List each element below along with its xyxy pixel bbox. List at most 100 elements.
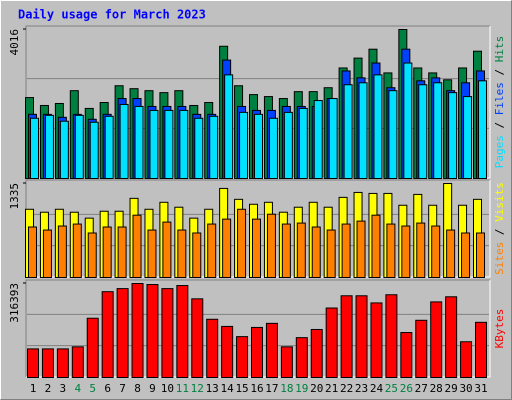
- bar: [298, 107, 308, 179]
- bar: [251, 326, 263, 379]
- bar: [355, 295, 368, 378]
- bar: [445, 296, 458, 378]
- bar: [30, 117, 39, 179]
- bar: [86, 317, 99, 379]
- bar: [57, 225, 67, 278]
- x-tick-label: 2: [45, 382, 52, 395]
- bar: [388, 90, 398, 179]
- bar: [207, 223, 217, 278]
- bar: [430, 301, 443, 378]
- bar: [373, 74, 383, 179]
- bar: [252, 218, 261, 278]
- x-tick-label: 26: [400, 382, 413, 395]
- bar: [221, 325, 234, 378]
- bar: [28, 226, 37, 278]
- bar: [371, 214, 381, 278]
- bar: [134, 105, 144, 179]
- bar: [104, 115, 114, 179]
- bar: [265, 322, 278, 379]
- bar: [222, 218, 232, 278]
- x-tick-label: 19: [295, 382, 308, 395]
- bar: [89, 121, 99, 179]
- y-tick-label: 316393: [8, 283, 21, 323]
- x-tick-label: 10: [161, 382, 174, 395]
- bar: [311, 226, 321, 278]
- bar: [416, 222, 426, 278]
- bar: [191, 298, 204, 378]
- bar: [268, 117, 278, 179]
- x-tick-label: 29: [445, 382, 458, 395]
- x-tick-label: 5: [89, 382, 96, 395]
- bar: [116, 288, 129, 379]
- bar: [42, 229, 52, 279]
- bar: [206, 318, 219, 378]
- bar: [239, 111, 249, 179]
- bar: [370, 302, 383, 378]
- x-tick-label: 4: [74, 382, 81, 395]
- bar: [71, 346, 84, 378]
- y-tick-label: 4016: [8, 29, 21, 56]
- bar: [385, 294, 398, 379]
- x-tick-label: 1: [30, 382, 37, 395]
- chart-title: Daily usage for March 2023: [18, 8, 206, 22]
- x-tick-label: 17: [265, 382, 278, 395]
- bar: [224, 74, 234, 179]
- x-tick-label: 31: [474, 382, 487, 395]
- bar: [101, 291, 114, 378]
- x-tick-label: 28: [430, 382, 443, 395]
- bar: [176, 285, 189, 378]
- bar: [254, 113, 263, 179]
- x-tick-label: 25: [385, 382, 398, 395]
- bar: [209, 115, 219, 179]
- bar: [56, 348, 69, 378]
- bar: [340, 295, 353, 378]
- x-tick-label: 21: [325, 382, 338, 395]
- bar: [358, 82, 368, 179]
- legend-separator: /: [493, 222, 506, 242]
- x-tick-label: 20: [310, 382, 323, 395]
- bar: [74, 114, 84, 179]
- x-tick-label: 22: [340, 382, 353, 395]
- legend: KBytes: [493, 309, 506, 349]
- legend-entry: Sites: [493, 242, 506, 275]
- bar: [280, 346, 293, 378]
- bar: [418, 84, 428, 179]
- bar: [283, 111, 293, 179]
- bar: [433, 82, 443, 179]
- bevel: [25, 279, 490, 377]
- legend-entry: Visits: [493, 182, 506, 222]
- bar: [27, 348, 39, 378]
- bar: [401, 225, 411, 278]
- bar: [162, 221, 172, 278]
- bar: [146, 284, 159, 379]
- x-tick-label: 8: [134, 382, 141, 395]
- x-tick-label: 13: [206, 382, 219, 395]
- legend: Pages / Files / Hits: [493, 36, 506, 169]
- bar: [161, 288, 174, 379]
- y-tick-label: 1335: [8, 183, 21, 210]
- bar: [326, 229, 336, 279]
- bar: [117, 226, 127, 278]
- bar: [325, 307, 338, 378]
- bar: [446, 229, 456, 279]
- x-tick-label: 18: [280, 382, 293, 395]
- x-tick-label: 14: [221, 382, 235, 395]
- bar: [164, 109, 174, 179]
- bar: [400, 332, 413, 378]
- bar: [237, 208, 247, 278]
- x-tick-label: 23: [355, 382, 368, 395]
- legend: Sites / Visits: [493, 182, 506, 275]
- legend-entry: Files: [493, 82, 506, 115]
- bar: [149, 109, 159, 179]
- x-tick-label: 16: [250, 382, 263, 395]
- x-tick-label: 30: [459, 382, 472, 395]
- bar: [460, 341, 473, 378]
- x-tick-label: 12: [191, 382, 204, 395]
- bar: [431, 225, 441, 278]
- x-tick-label: 11: [176, 382, 189, 395]
- bar: [476, 232, 485, 278]
- x-tick-label: 3: [60, 382, 67, 395]
- bar: [131, 283, 144, 378]
